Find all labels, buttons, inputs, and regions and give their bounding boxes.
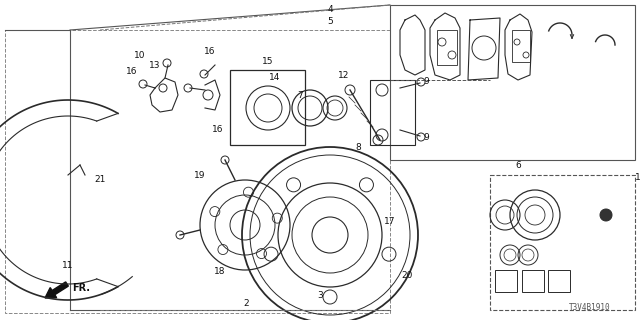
Text: 16: 16 — [212, 125, 224, 134]
Circle shape — [600, 209, 612, 221]
Bar — [495, 270, 517, 292]
Text: 1: 1 — [635, 173, 640, 182]
Text: 17: 17 — [384, 218, 396, 227]
Bar — [548, 270, 570, 292]
Bar — [390, 5, 635, 160]
Text: 21: 21 — [94, 175, 106, 185]
FancyArrow shape — [45, 282, 68, 298]
Bar — [370, 80, 415, 145]
Text: 3: 3 — [317, 291, 323, 300]
Text: T3V4B1910: T3V4B1910 — [569, 303, 611, 312]
Text: 8: 8 — [355, 143, 361, 153]
Bar — [522, 270, 544, 292]
Text: 19: 19 — [195, 171, 205, 180]
Text: 15: 15 — [262, 58, 274, 67]
Bar — [230, 70, 305, 145]
Text: 10: 10 — [134, 51, 146, 60]
Text: 13: 13 — [149, 60, 161, 69]
Text: 14: 14 — [269, 74, 281, 83]
Text: 16: 16 — [126, 68, 138, 76]
Text: 16: 16 — [204, 47, 216, 57]
Bar — [437, 30, 457, 65]
Text: 18: 18 — [214, 268, 226, 276]
Bar — [490, 175, 635, 310]
Text: 9: 9 — [423, 77, 429, 86]
Text: 12: 12 — [339, 70, 349, 79]
Bar — [5, 30, 390, 313]
Text: 4: 4 — [327, 5, 333, 14]
Text: 5: 5 — [327, 18, 333, 27]
Bar — [512, 30, 530, 62]
Text: 11: 11 — [62, 260, 74, 269]
Text: 9: 9 — [423, 132, 429, 141]
Text: 7: 7 — [297, 91, 303, 100]
Text: 20: 20 — [401, 270, 413, 279]
Text: FR.: FR. — [72, 283, 90, 293]
Text: 6: 6 — [515, 161, 521, 170]
Text: 2: 2 — [243, 299, 249, 308]
